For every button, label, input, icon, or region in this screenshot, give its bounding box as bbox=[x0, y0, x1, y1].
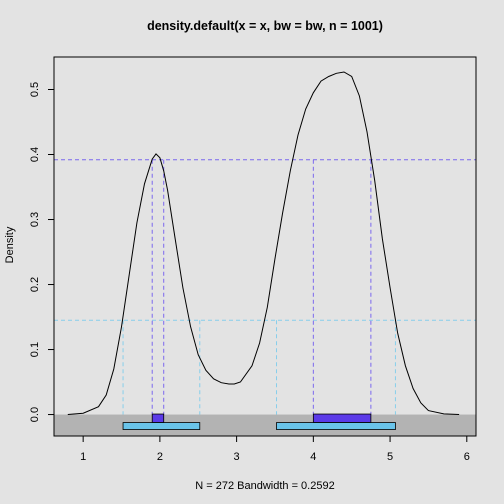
x-tick-label-4: 4 bbox=[310, 451, 316, 463]
y-tick-label-0: 0.0 bbox=[29, 407, 41, 422]
x-axis-label: N = 272 Bandwidth = 0.2592 bbox=[195, 480, 334, 492]
x-tick-label-3: 3 bbox=[234, 451, 240, 463]
x-tick-label-6: 6 bbox=[464, 451, 470, 463]
high-density-interval-0 bbox=[151, 413, 165, 423]
y-tick-label-2: 0.2 bbox=[29, 277, 41, 292]
density-curve-layer bbox=[67, 71, 460, 415]
x-tick-label-5: 5 bbox=[387, 451, 393, 463]
density-curve bbox=[67, 71, 460, 415]
x-tick-label-2: 2 bbox=[157, 451, 163, 463]
y-axis-label: Density bbox=[4, 226, 16, 263]
interval-bars bbox=[122, 413, 396, 430]
low-density-interval-1 bbox=[276, 422, 396, 430]
chart-title: density.default(x = x, bw = bw, n = 1001… bbox=[147, 19, 383, 33]
low-density-interval-0 bbox=[122, 422, 201, 430]
plot-region bbox=[54, 414, 476, 436]
reference-lines bbox=[54, 159, 476, 415]
zero-floor-band bbox=[54, 414, 476, 436]
y-tick-label-1: 0.1 bbox=[29, 342, 41, 357]
x-tick-label-1: 1 bbox=[80, 451, 86, 463]
y-tick-label-4: 0.4 bbox=[29, 147, 41, 162]
axes: 1 2 3 4 5 6 0.0 0.1 0.2 0.3 0.4 0.5 bbox=[29, 56, 477, 463]
high-density-interval-1 bbox=[312, 413, 372, 423]
y-tick-label-3: 0.3 bbox=[29, 212, 41, 227]
plot-frame bbox=[53, 56, 477, 437]
y-tick-label-5: 0.5 bbox=[29, 82, 41, 97]
